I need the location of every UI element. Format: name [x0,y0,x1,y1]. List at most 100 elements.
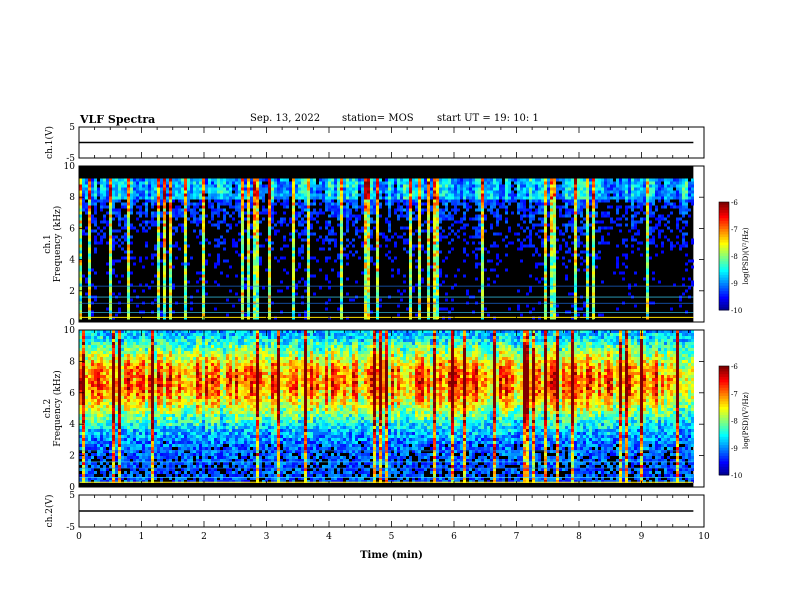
ch2spec-cell [82,441,85,444]
ch1spec-cell [301,217,304,221]
ch1spec-cell [271,211,274,215]
ch1spec-ylabel-line: ch.1 [43,234,53,253]
ch1spec-cell [682,238,685,242]
ch1spec-cell [544,304,547,308]
ch1spec-cell [364,238,367,242]
ch1spec-cell [253,238,256,242]
ch1spec-cell [151,217,154,221]
ch1spec-cell [538,223,541,227]
ch1spec-cell [457,199,460,203]
ch1spec-cell [427,226,430,230]
ch1spec-cell [109,271,112,275]
ch1spec-cell [565,193,568,197]
ch1spec-cell [628,286,631,290]
ch2spec-cell [106,354,109,357]
ch1spec-cell [163,214,166,218]
ch1spec-cell [409,196,412,200]
ch1spec-cell [493,178,496,182]
ch1spec-cell [583,268,586,272]
ch1spec-cell [526,208,529,212]
ch1spec-cell [679,190,682,194]
ch1spec-cell [319,202,322,206]
ch1spec-colorbar-cell [719,285,729,289]
ch1spec-cell [367,292,370,296]
ch1spec-cell [328,241,331,245]
ch2spec-cell [91,474,94,477]
ch1spec-cell [259,184,262,188]
ch1spec-cell [649,199,652,203]
ch1spec-cell [160,232,163,236]
ch1spec-cell [358,184,361,188]
ch1spec-cell [85,181,88,185]
ch2spec-cell [82,342,85,345]
ch1spec-cell [490,244,493,248]
ch2spec-cell [82,405,85,408]
ch1spec-cell [157,184,160,188]
ch1spec-cell [397,268,400,272]
ch1spec-cell [292,262,295,266]
ch1spec-cell [325,193,328,197]
ch1spec-cell [340,229,343,233]
ch1spec-cell [529,241,532,245]
ch1spec-cell [592,187,595,191]
ch1spec-cell [130,256,133,260]
ch1spec-cell [271,208,274,212]
ch1spec-cell [292,256,295,260]
ch1spec-cell [121,274,124,278]
ch1spec-cell [211,214,214,218]
ch1spec-cell [124,256,127,260]
ch1spec-cell [685,223,688,227]
ch1spec-cell [187,178,190,182]
ch1spec-cell [553,244,556,248]
ch1spec-cell [691,193,694,197]
ch1spec-cell [301,202,304,206]
ch1spec-cell [349,250,352,254]
ch2spec-cell [88,432,91,435]
ch1spec-cell [85,202,88,206]
ch1spec-cell [448,178,451,182]
ch2spec-cell [91,363,94,366]
ch1spec-cell [463,223,466,227]
ch1spec-cell [367,211,370,215]
ch1spec-cell [646,262,649,266]
ch1spec-cell [589,211,592,215]
ch1spec-cell [214,196,217,200]
ch1spec-cell [316,214,319,218]
ch1spec-cell [535,277,538,281]
ch2spec-cell [106,366,109,369]
ch1spec-cell [427,181,430,185]
ch1spec-cell [175,178,178,182]
ch1spec-cell [592,298,595,302]
ch1spec-cell [592,208,595,212]
ch1spec-cell [214,265,217,269]
ch1spec-cell [343,211,346,215]
ch1spec-cell [100,181,103,185]
ch2spec-cell [82,429,85,432]
ch1spec-cell [550,214,553,218]
ch1spec-cell [592,256,595,260]
ch1spec-cell [121,226,124,230]
ch1spec-cell [160,259,163,263]
ch1spec-cell [211,205,214,209]
ch1spec-cell [682,190,685,194]
ch1spec-cell [91,310,94,314]
ch1spec-cell [418,250,421,254]
ch1spec-cell [511,211,514,215]
ch1spec-cell [577,187,580,191]
ch1spec-cell [208,205,211,209]
ch1spec-cell [535,247,538,251]
ch1spec-cell [163,205,166,209]
ch1spec-cell [568,211,571,215]
ch1spec-cell [364,202,367,206]
ch1spec-cell [409,250,412,254]
ch1spec-cell [355,280,358,284]
ch1spec-cell [256,178,259,182]
ch1spec-cell [685,181,688,185]
ch1spec-cell [376,310,379,314]
ch1spec-cell [169,250,172,254]
ch1spec-cell [553,178,556,182]
ch1spec-cell [190,184,193,188]
ch1spec-cell [277,229,280,233]
ch1spec-cell [163,241,166,245]
ch1spec-cell [229,205,232,209]
